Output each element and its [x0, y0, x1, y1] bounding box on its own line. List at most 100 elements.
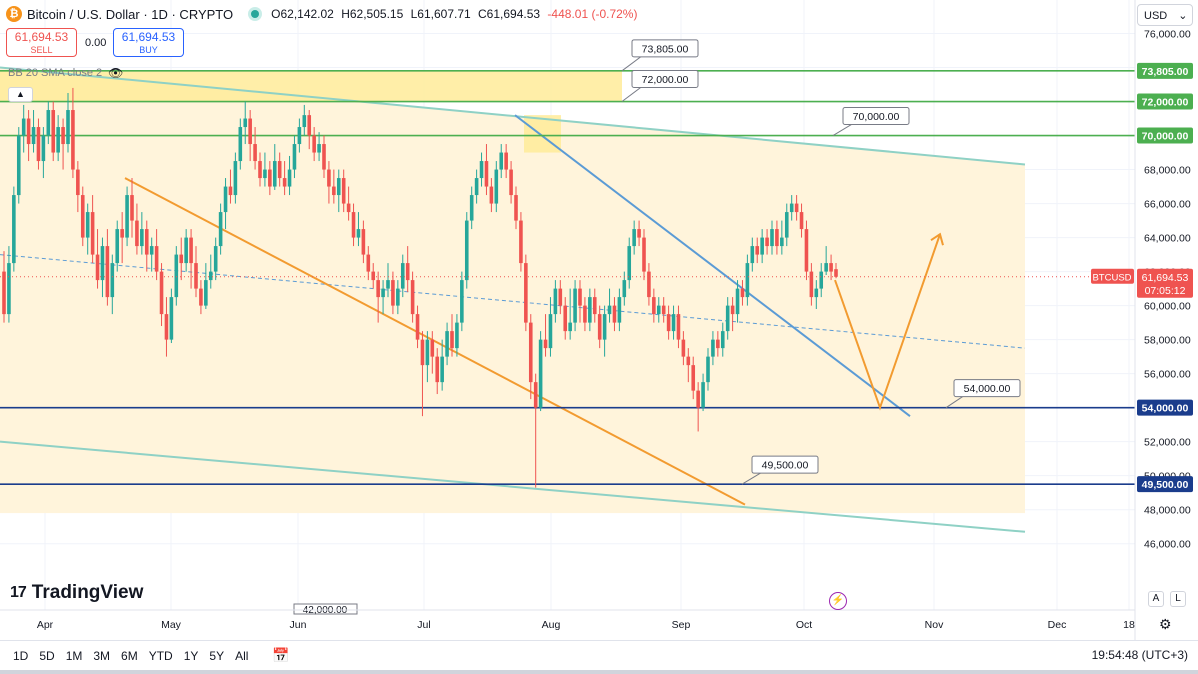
- timeframe-5d[interactable]: 5D: [39, 648, 55, 663]
- candle-body: [656, 305, 661, 315]
- candle-body: [558, 288, 563, 306]
- auto-scale-button[interactable]: A: [1148, 591, 1164, 607]
- candle-body: [135, 220, 139, 247]
- callout-pointer: [621, 55, 643, 72]
- candle-body: [371, 271, 376, 281]
- candle-body: [312, 135, 316, 153]
- clock[interactable]: 19:54:48 (UTC+3): [1091, 648, 1188, 662]
- candle-body: [41, 135, 46, 162]
- candle-body: [681, 339, 686, 357]
- candle-body: [794, 203, 799, 213]
- x-tick-label: May: [161, 619, 182, 631]
- collapse-legend-button[interactable]: ▲: [8, 87, 33, 102]
- timeframe-all[interactable]: All: [235, 648, 249, 663]
- level-callout-label: 73,805.00: [642, 43, 689, 55]
- candle-body: [691, 365, 696, 391]
- timeframe-3m[interactable]: 3M: [93, 648, 111, 663]
- candle-body: [528, 322, 533, 383]
- indicator-legend[interactable]: BB 20 SMA close 2 👁: [8, 66, 123, 80]
- candle-body: [548, 314, 553, 349]
- lightning-icon[interactable]: ⚡: [829, 592, 847, 610]
- level-axis-badge: [1137, 93, 1193, 110]
- candle-body: [46, 110, 51, 136]
- callout-pointer: [621, 86, 643, 102]
- candle-body: [302, 115, 307, 128]
- candle-body: [484, 161, 489, 187]
- timeframe-1d[interactable]: 1D: [13, 648, 29, 663]
- candle-body: [351, 212, 356, 238]
- candle-body: [814, 288, 819, 298]
- x-tick-label: Dec: [1048, 619, 1067, 631]
- candle-body: [592, 297, 597, 315]
- tradingview-mark-icon: 17: [10, 584, 27, 601]
- candle-body: [464, 220, 469, 281]
- candle-body: [213, 246, 218, 272]
- currency-select[interactable]: USD ⌄: [1137, 4, 1193, 26]
- bollinger-band-fill: [0, 164, 1025, 514]
- buy-button[interactable]: 61,694.53 BUY: [113, 28, 184, 57]
- y-tick-label: 56,000.00: [1144, 369, 1191, 381]
- bitcoin-icon: ₿: [6, 6, 22, 22]
- candle-body: [208, 271, 213, 281]
- candle-body: [277, 161, 282, 179]
- candle-body: [159, 271, 164, 315]
- candle-body: [76, 169, 80, 196]
- tradingview-logo[interactable]: 17 TradingView: [10, 582, 143, 604]
- candle-body: [66, 110, 70, 145]
- candle-body: [85, 212, 90, 238]
- candle-body: [282, 178, 287, 187]
- buy-label: BUY: [139, 45, 158, 55]
- candle-body: [494, 169, 499, 204]
- candle-body: [405, 263, 410, 281]
- candle-body: [661, 305, 666, 315]
- timeframe-6m[interactable]: 6M: [121, 648, 138, 663]
- y-tick-label: 48,000.00: [1144, 505, 1191, 517]
- timeframe-1y[interactable]: 1Y: [183, 648, 199, 663]
- candle-body: [26, 118, 31, 145]
- symbol-title[interactable]: Bitcoin / U.S. Dollar · 1D · CRYPTO: [27, 6, 234, 22]
- candle-body: [2, 271, 6, 315]
- level-callout-box: [842, 107, 910, 126]
- candle-body: [36, 127, 41, 162]
- candle-body: [149, 246, 154, 255]
- candle-body: [61, 127, 65, 145]
- gear-icon[interactable]: ⚙: [1159, 616, 1172, 632]
- candle-body: [632, 229, 636, 247]
- candle-body: [144, 229, 149, 255]
- candle-body: [607, 305, 612, 315]
- timeframe-5y[interactable]: 5Y: [209, 648, 225, 663]
- candle-body: [474, 178, 479, 196]
- candle-body: [322, 144, 326, 170]
- forecast-arrowhead: [930, 232, 944, 246]
- candle-body: [420, 339, 425, 366]
- candle-body: [671, 314, 676, 332]
- candle-body: [110, 263, 115, 298]
- candle-body: [799, 212, 804, 230]
- candle-body: [341, 178, 346, 204]
- calendar-range-icon[interactable]: 📅: [272, 647, 290, 663]
- candle-body: [509, 169, 513, 196]
- candle-body: [755, 246, 760, 255]
- sell-button[interactable]: 61,694.53 SELL: [6, 28, 77, 57]
- price-chart[interactable]: 73,805.00 72,000.00 70,000.00 54,000.00 49,5…: [0, 0, 1198, 640]
- candle-body: [115, 229, 120, 264]
- eye-icon[interactable]: 👁: [108, 66, 124, 80]
- log-scale-button[interactable]: L: [1170, 591, 1186, 607]
- candle-body: [366, 254, 371, 272]
- candle-body: [248, 118, 252, 145]
- candle-body: [720, 331, 725, 349]
- candle-body: [602, 314, 607, 340]
- trade-buttons: 61,694.53 SELL 0.00 61,694.53 BUY: [6, 28, 184, 57]
- timeframe-1m[interactable]: 1M: [65, 648, 83, 663]
- timeframe-ytd[interactable]: YTD: [148, 648, 173, 663]
- candle-body: [396, 288, 400, 306]
- candle-body: [287, 169, 292, 187]
- candle-body: [789, 203, 794, 213]
- candle-body: [543, 339, 548, 349]
- level-axis-badge: [1137, 62, 1193, 79]
- candle-body: [430, 339, 435, 357]
- candle-body: [80, 195, 85, 238]
- candle-body: [415, 314, 420, 340]
- candle-body: [31, 127, 36, 145]
